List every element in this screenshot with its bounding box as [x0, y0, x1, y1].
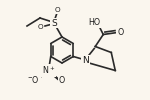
Text: $^{-}$O: $^{-}$O — [27, 74, 40, 85]
Text: HO: HO — [88, 18, 100, 27]
Text: O: O — [59, 76, 65, 85]
Text: N: N — [82, 56, 89, 65]
Text: S: S — [51, 18, 57, 28]
Text: N$^+$: N$^+$ — [42, 65, 55, 76]
Text: O: O — [117, 28, 123, 37]
Text: O: O — [37, 24, 43, 30]
Text: O: O — [54, 7, 60, 13]
